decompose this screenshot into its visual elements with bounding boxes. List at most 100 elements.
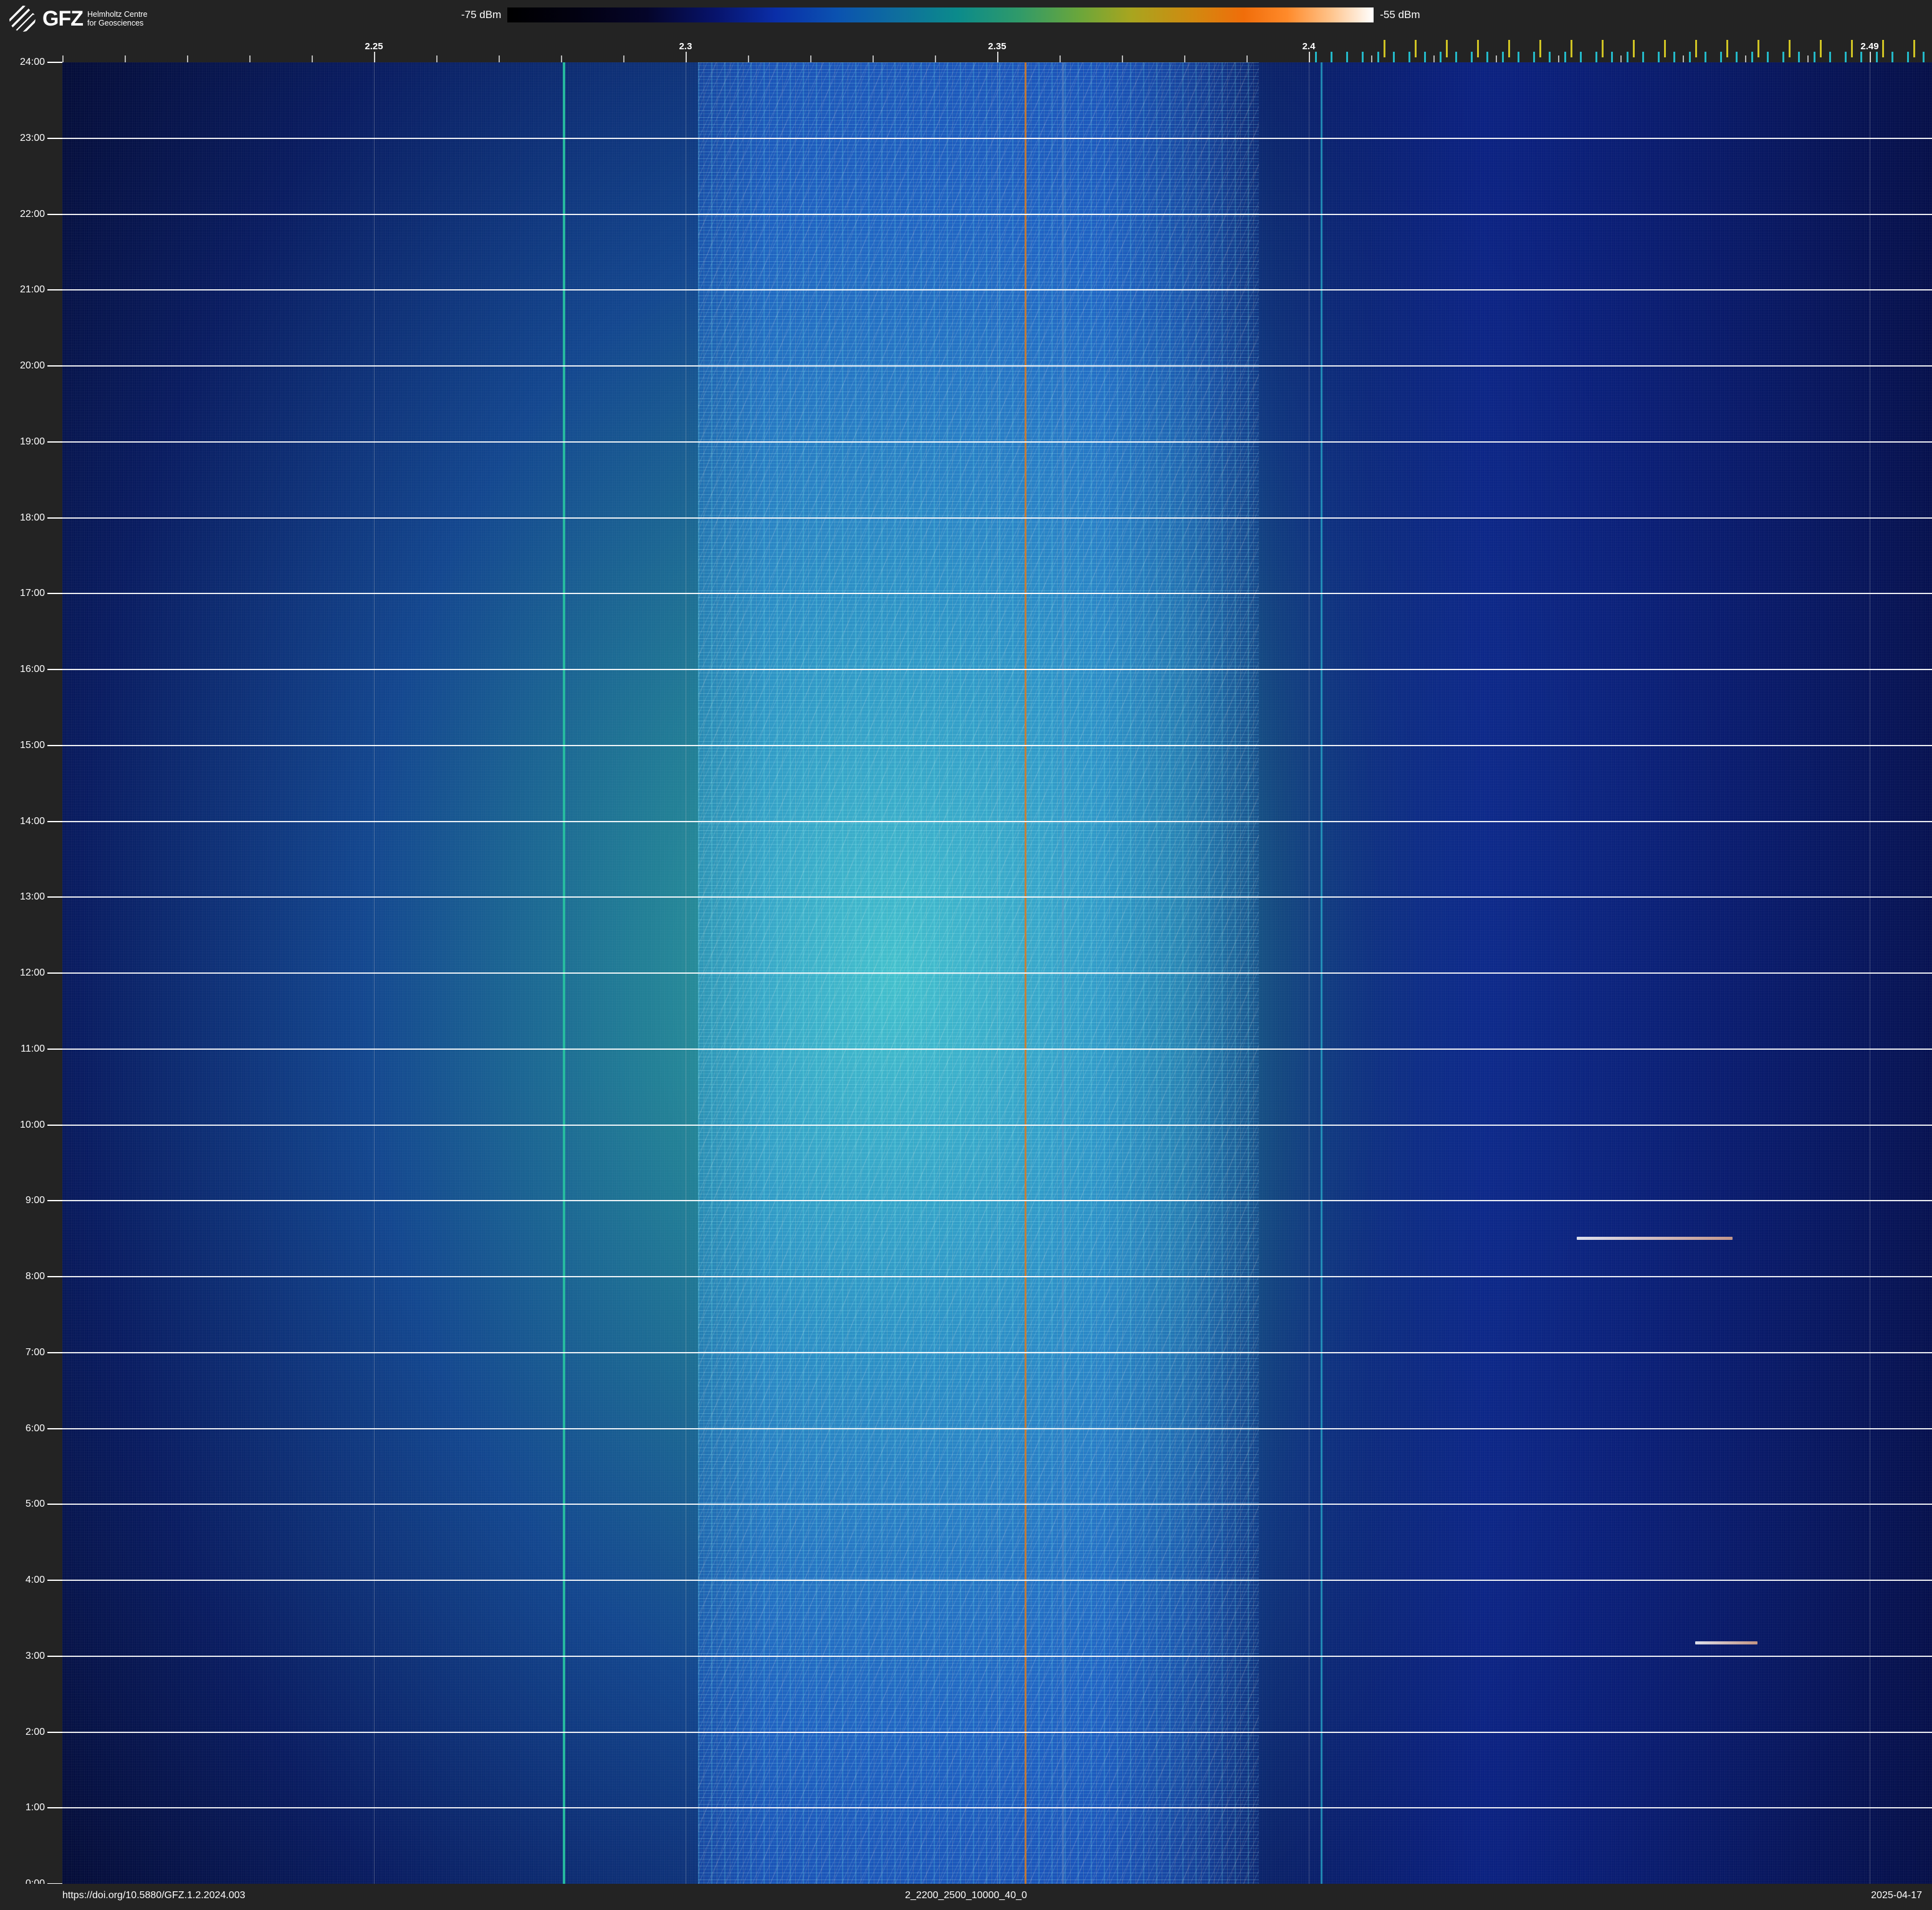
time-axis-tick <box>47 669 62 670</box>
wifi-channel-step-tick <box>1486 52 1488 62</box>
wifi-channel-step-tick <box>1736 52 1738 62</box>
time-axis-label: 6:00 <box>25 1423 45 1434</box>
wifi-channel-step-tick <box>1829 52 1831 62</box>
hour-gridline <box>62 1428 1932 1429</box>
time-axis-label: 22:00 <box>19 208 45 219</box>
wifi-channel-centre-tick <box>1913 40 1915 57</box>
hour-gridline <box>62 593 1932 595</box>
wifi-channel-step-tick <box>1720 52 1722 62</box>
time-axis-label: 20:00 <box>19 360 45 371</box>
logo-acronym: GFZ <box>42 7 84 31</box>
time-axis-tick <box>47 365 62 367</box>
colorbar-gradient <box>507 7 1374 22</box>
freq-major-tick <box>1309 52 1310 62</box>
freq-minor-tick <box>810 55 811 62</box>
wifi-channel-step-tick <box>1440 52 1442 62</box>
footer-bar: https://doi.org/10.5880/GFZ.1.2.2024.003… <box>0 1884 1932 1910</box>
freq-minor-tick <box>62 55 64 62</box>
wifi-channel-step-tick <box>1876 52 1878 62</box>
hour-gridline <box>62 517 1932 519</box>
freq-minor-tick <box>623 55 624 62</box>
time-axis-label: 16:00 <box>19 664 45 674</box>
time-axis-label: 4:00 <box>25 1575 45 1585</box>
doi-link[interactable]: https://doi.org/10.5880/GFZ.1.2.2024.003 <box>62 1890 246 1901</box>
time-axis-tick <box>47 1655 62 1657</box>
wifi-channel-step-tick <box>1782 52 1784 62</box>
freq-minor-tick <box>436 55 438 62</box>
time-axis-tick <box>47 289 62 291</box>
wifi-channel-centre-tick <box>1384 40 1385 57</box>
freq-major-tick <box>374 52 375 62</box>
logo-subtitle-line2: for Geosciences <box>87 19 144 27</box>
header-bar: GFZ Helmholtz Centre for Geosciences -75… <box>0 0 1932 39</box>
wifi-channel-step-tick <box>1580 52 1582 62</box>
freq-minor-tick <box>1496 55 1497 62</box>
time-axis: 0:001:002:003:004:005:006:007:008:009:00… <box>0 57 62 1889</box>
wifi-channel-step-tick <box>1362 52 1364 62</box>
hour-gridline <box>62 1807 1932 1809</box>
wifi-channel-centre-tick <box>1571 40 1572 57</box>
wifi-channel-centre-tick <box>1477 40 1479 57</box>
freq-minor-tick <box>125 55 126 62</box>
time-axis-tick <box>47 1048 62 1050</box>
time-axis-label: 18:00 <box>19 512 45 523</box>
freq-axis-label: 2.25 <box>365 41 383 52</box>
hour-gridline <box>62 1351 1932 1353</box>
time-axis-tick <box>47 1428 62 1429</box>
wifi-channel-centre-tick <box>1539 40 1541 57</box>
time-axis-label: 17:00 <box>19 588 45 599</box>
freq-minor-tick <box>935 55 936 62</box>
time-axis-label: 8:00 <box>25 1271 45 1282</box>
date-label: 2025-04-17 <box>1871 1890 1922 1901</box>
freq-minor-tick <box>499 55 500 62</box>
hour-gridline <box>62 1580 1932 1581</box>
time-axis-tick <box>47 744 62 746</box>
colorbar-legend: -75 dBm -55 dBm <box>461 7 1420 23</box>
hour-gridline <box>62 1731 1932 1733</box>
time-axis-label: 13:00 <box>19 891 45 903</box>
wifi-channel-step-tick <box>1408 52 1410 62</box>
time-axis-label: 11:00 <box>21 1043 45 1054</box>
wifi-channel-centre-tick <box>1415 40 1417 57</box>
wifi-channel-step-tick <box>1642 52 1644 62</box>
time-axis-label: 23:00 <box>19 132 45 143</box>
hour-gridline <box>62 441 1932 443</box>
wifi-channel-step-tick <box>1564 52 1566 62</box>
time-axis-tick <box>47 593 62 595</box>
time-axis-label: 5:00 <box>25 1499 45 1510</box>
wifi-channel-step-tick <box>1907 52 1909 62</box>
time-axis-tick <box>47 1124 62 1126</box>
time-axis-label: 1:00 <box>25 1802 45 1813</box>
colorbar-max-label: -55 dBm <box>1380 9 1420 21</box>
time-axis-tick <box>47 1504 62 1505</box>
wifi-channel-centre-tick <box>1789 40 1791 57</box>
time-axis-tick <box>47 1807 62 1809</box>
wifi-channel-step-tick <box>1502 52 1504 62</box>
freq-axis-label: 2.3 <box>679 41 692 52</box>
time-axis-tick <box>47 1351 62 1353</box>
gfz-logo: GFZ Helmholtz Centre for Geosciences <box>9 5 148 32</box>
freq-minor-tick <box>1059 55 1061 62</box>
hour-gridline <box>62 1048 1932 1050</box>
burst-event <box>1577 1237 1733 1241</box>
freq-minor-tick <box>1620 55 1622 62</box>
wifi-channel-centre-tick <box>1664 40 1666 57</box>
wifi-channel-step-tick <box>1923 52 1925 62</box>
time-axis-label: 15:00 <box>19 739 45 751</box>
time-axis-tick <box>47 62 62 63</box>
hour-gridline <box>62 365 1932 367</box>
freq-major-tick <box>1870 52 1871 62</box>
freq-minor-tick <box>561 55 562 62</box>
wifi-channel-step-tick <box>1860 52 1862 62</box>
freq-minor-tick <box>1371 55 1372 62</box>
hour-gridline <box>62 1124 1932 1126</box>
wifi-channel-step-tick <box>1533 52 1535 62</box>
wifi-channel-step-tick <box>1627 52 1628 62</box>
freq-minor-tick <box>312 55 313 62</box>
dataset-label: 2_2200_2500_10000_40_0 <box>905 1890 1027 1901</box>
wifi-channel-step-tick <box>1705 52 1706 62</box>
hour-gridline <box>62 1504 1932 1505</box>
wifi-channel-centre-tick <box>1820 40 1822 57</box>
logo-subtitle: Helmholtz Centre for Geosciences <box>87 10 148 27</box>
